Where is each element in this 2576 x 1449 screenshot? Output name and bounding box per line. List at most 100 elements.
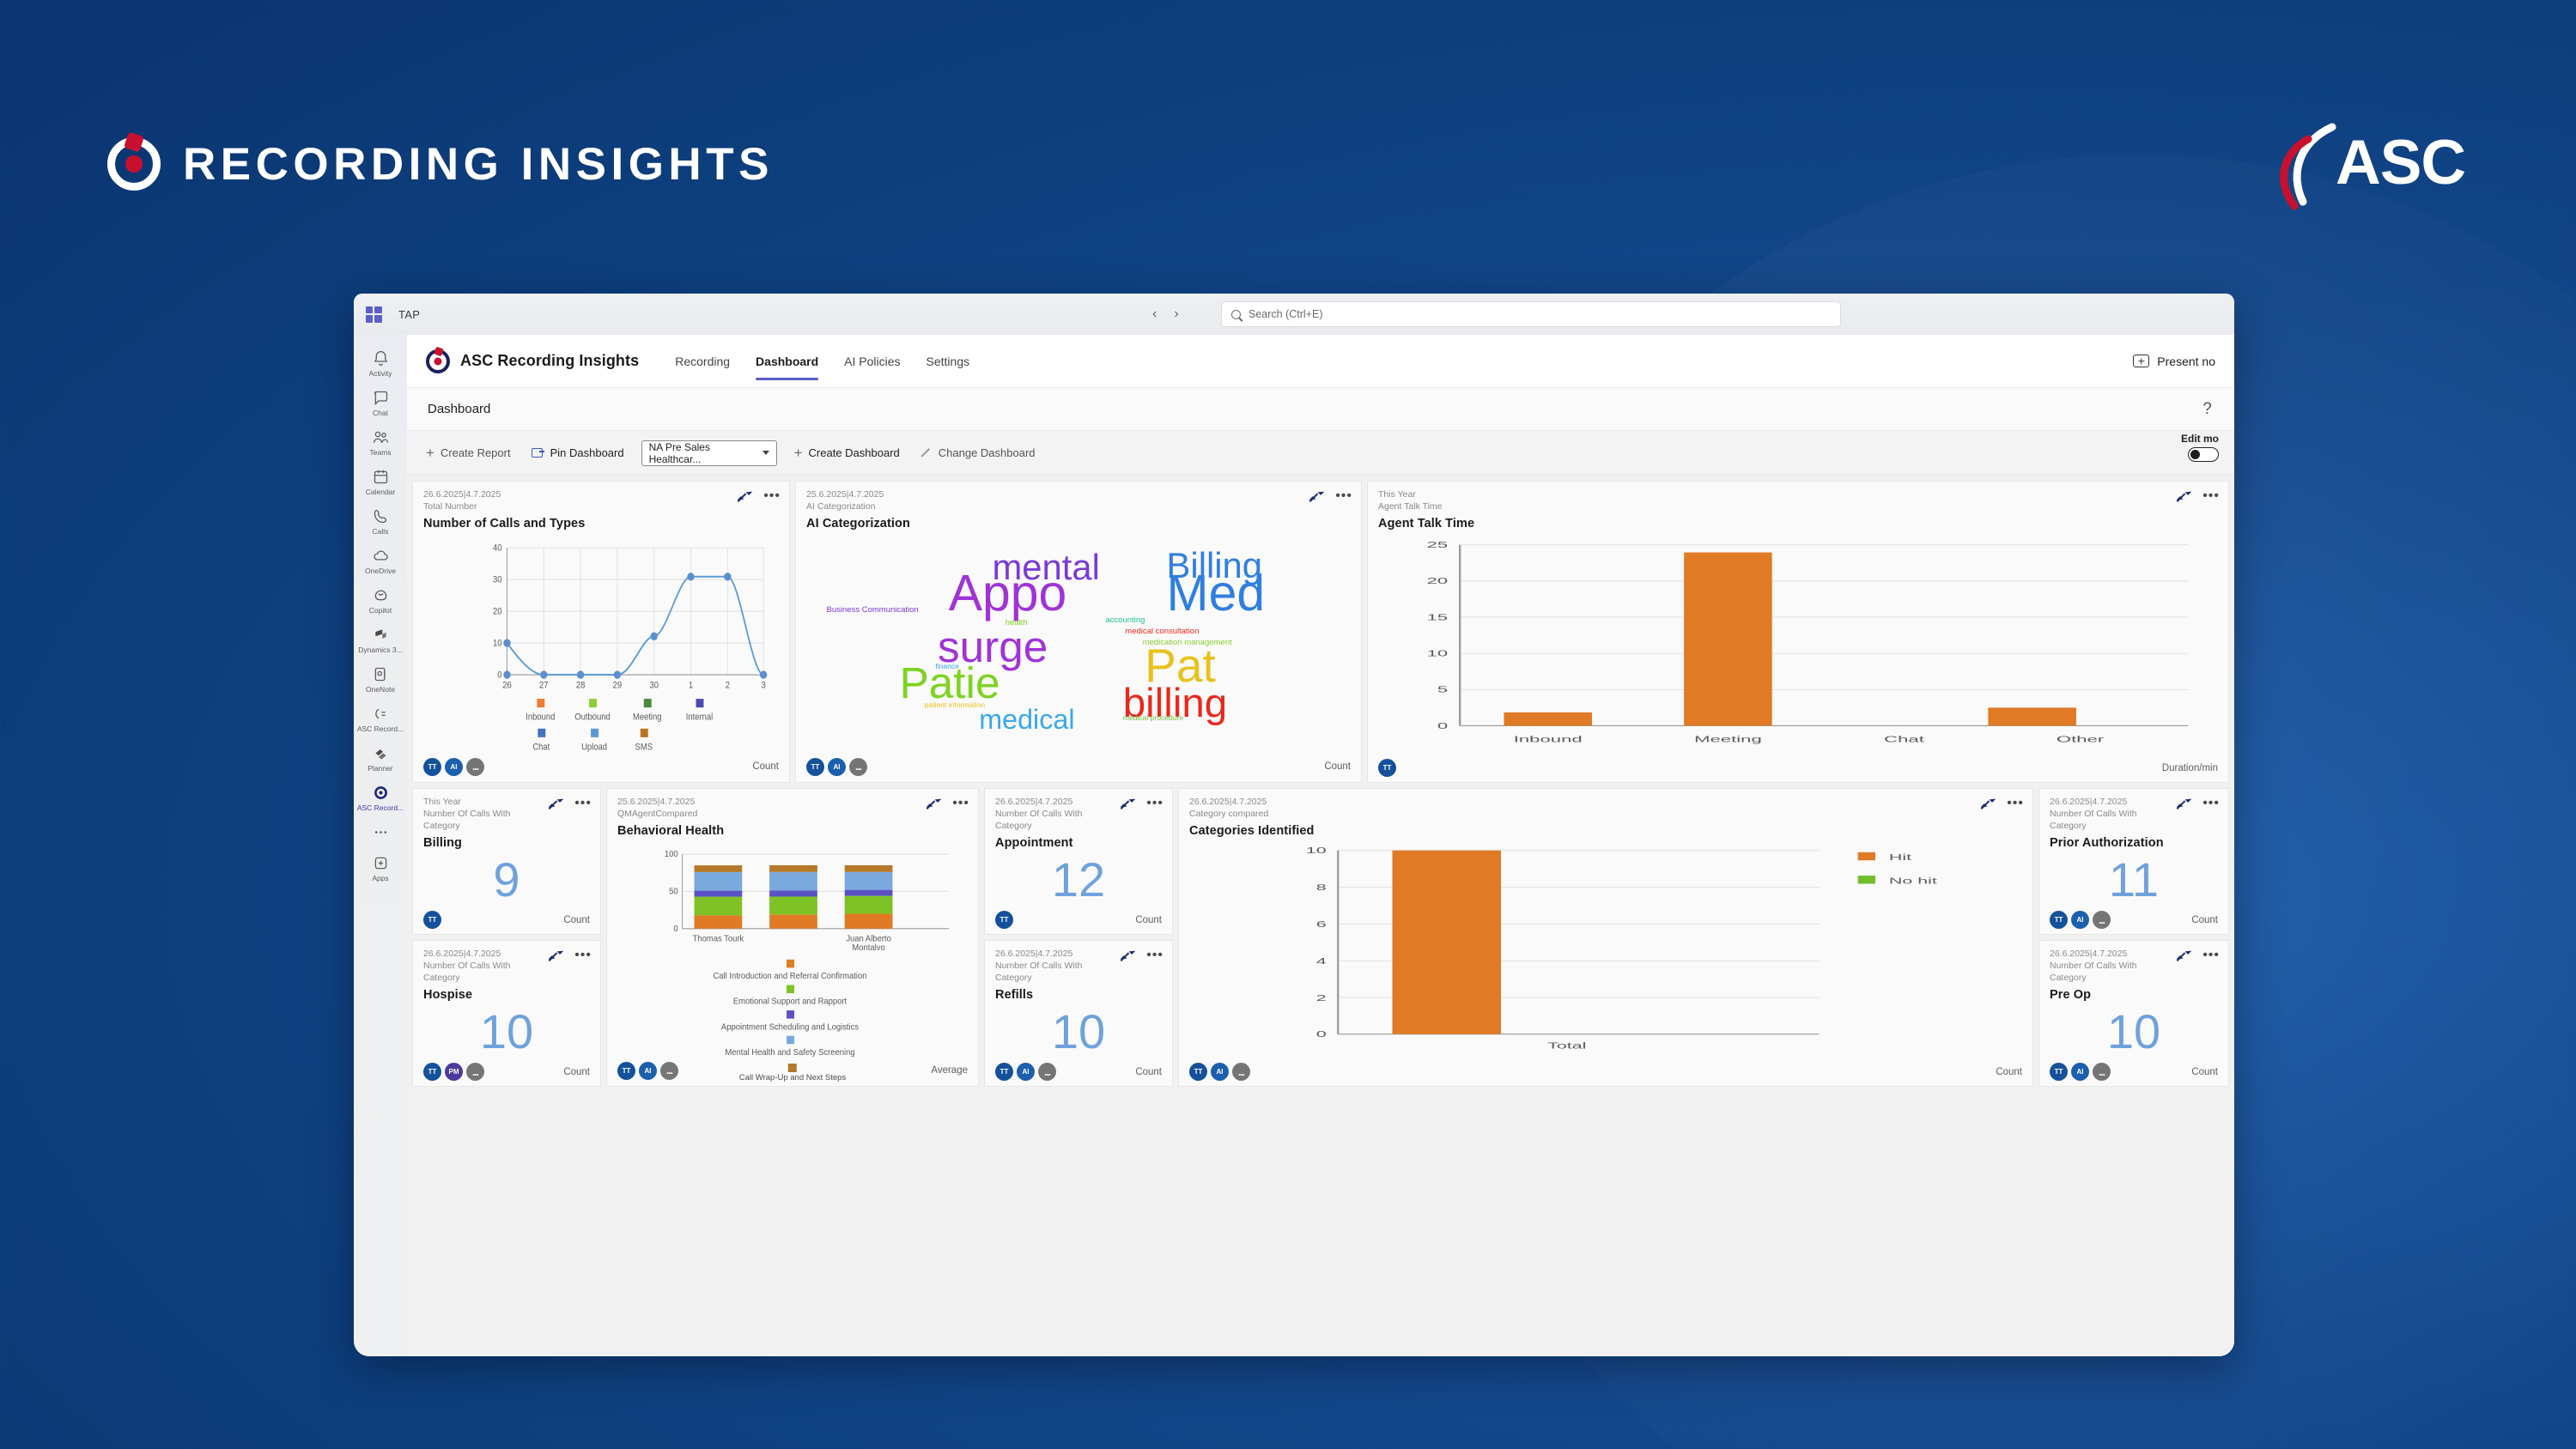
badge-more[interactable]: ... bbox=[2093, 1063, 2111, 1081]
wordcloud-word[interactable]: Pat bbox=[1145, 639, 1216, 693]
rail-item-apps[interactable]: Apps bbox=[355, 848, 405, 886]
wordcloud-word[interactable]: accounting bbox=[1105, 615, 1145, 625]
badge-tt[interactable]: TT bbox=[617, 1061, 635, 1080]
wordcloud-word[interactable]: finance bbox=[935, 661, 960, 670]
card-agent-talk-time[interactable]: This Year Agent Talk Time Agent Talk Tim… bbox=[1367, 481, 2229, 783]
rail-item-activity[interactable]: Activity bbox=[355, 343, 405, 381]
pin-dashboard-button[interactable]: Pin Dashboard bbox=[523, 441, 633, 464]
wordcloud-word[interactable]: Patie bbox=[899, 658, 1000, 708]
expand-icon[interactable] bbox=[1309, 488, 1325, 503]
tab-settings[interactable]: Settings bbox=[926, 354, 970, 368]
badge-more[interactable]: ... bbox=[1038, 1063, 1056, 1081]
card-categories-identified[interactable]: 26.6.2025|4.7.2025 Category compared Cat… bbox=[1178, 788, 2033, 1087]
badge-more[interactable]: ... bbox=[660, 1061, 678, 1080]
search-input[interactable]: Search (Ctrl+E) bbox=[1221, 301, 1841, 327]
card-menu-icon[interactable]: ••• bbox=[2007, 795, 2024, 810]
wordcloud-word[interactable]: health bbox=[1005, 617, 1028, 627]
wordcloud-word[interactable]: medical bbox=[979, 703, 1075, 735]
rail-item-teams[interactable]: Teams bbox=[355, 422, 405, 460]
expand-icon[interactable] bbox=[548, 796, 564, 810]
back-icon[interactable]: ‹ bbox=[1152, 306, 1157, 321]
expand-icon[interactable] bbox=[2176, 488, 2192, 503]
badge-more[interactable]: ... bbox=[2093, 911, 2111, 929]
change-dashboard-button[interactable]: Change Dashboard bbox=[912, 441, 1044, 464]
wordcloud-word[interactable]: billing bbox=[1122, 681, 1228, 727]
wordcloud-word[interactable]: medical procedure bbox=[1122, 713, 1184, 723]
rail-item-onedrive[interactable]: OneDrive bbox=[355, 541, 405, 579]
card-menu-icon[interactable]: ••• bbox=[2202, 795, 2220, 810]
wordcloud-word[interactable]: Billing bbox=[1166, 545, 1263, 586]
wordcloud-word[interactable]: Appo bbox=[948, 566, 1067, 622]
badge-tt[interactable]: TT bbox=[1378, 759, 1396, 777]
badge-ai[interactable]: AI bbox=[1211, 1063, 1229, 1081]
rail-item-asc-recording-insights[interactable]: ASC Record... bbox=[355, 778, 405, 815]
card-appointment[interactable]: 26.6.2025|4.7.2025 Number Of Calls With … bbox=[984, 788, 1173, 935]
rail-item-onenote[interactable]: OneNote bbox=[355, 659, 405, 697]
badge-tt[interactable]: TT bbox=[806, 757, 824, 776]
rail-item-planner[interactable]: Planner bbox=[355, 738, 405, 776]
tab-dashboard[interactable]: Dashboard bbox=[756, 335, 819, 387]
app-grid-icon[interactable] bbox=[354, 306, 393, 323]
expand-icon[interactable] bbox=[1980, 796, 1996, 810]
wordcloud-word[interactable]: Business Communication bbox=[826, 604, 919, 615]
dashboard-select[interactable]: NA Pre Sales Healthcar... bbox=[641, 440, 777, 466]
expand-icon[interactable] bbox=[926, 796, 942, 810]
card-menu-icon[interactable]: ••• bbox=[574, 795, 592, 810]
wordcloud-word[interactable]: medical consultation bbox=[1125, 626, 1200, 636]
tab-recording[interactable]: Recording bbox=[675, 354, 731, 368]
badge-tt[interactable]: TT bbox=[423, 911, 441, 929]
badge-ai[interactable]: AI bbox=[1017, 1063, 1035, 1081]
badge-more[interactable]: ... bbox=[849, 757, 867, 776]
card-ai-categorization[interactable]: 25.6.2025|4.7.2025 AI Categorization AI … bbox=[795, 481, 1362, 783]
card-refills[interactable]: 26.6.2025|4.7.2025 Number Of Calls With … bbox=[984, 940, 1173, 1087]
badge-tt[interactable]: TT bbox=[2050, 911, 2068, 929]
card-billing[interactable]: This Year Number Of Calls With Category … bbox=[412, 788, 601, 935]
card-menu-icon[interactable]: ••• bbox=[1335, 488, 1352, 503]
expand-icon[interactable] bbox=[737, 488, 753, 503]
wordcloud-word[interactable]: medication management bbox=[1142, 638, 1232, 648]
badge-tt[interactable]: TT bbox=[995, 911, 1013, 929]
card-pre-op[interactable]: 26.6.2025|4.7.2025 Number Of Calls With … bbox=[2038, 940, 2229, 1087]
expand-icon[interactable] bbox=[2176, 948, 2192, 962]
card-behavioral-health[interactable]: 25.6.2025|4.7.2025 QMAgentCompared Behav… bbox=[606, 788, 979, 1087]
create-dashboard-button[interactable]: + Create Dashboard bbox=[786, 440, 908, 465]
badge-ai[interactable]: AI bbox=[2071, 911, 2089, 929]
card-menu-icon[interactable]: ••• bbox=[1146, 947, 1163, 962]
badge-ai[interactable]: AI bbox=[445, 757, 463, 776]
card-prior-authorization[interactable]: 26.6.2025|4.7.2025 Number Of Calls With … bbox=[2038, 788, 2229, 935]
rail-item-calls[interactable]: Calls bbox=[355, 501, 405, 539]
rail-item-dynamics[interactable]: Dynamics 3... bbox=[355, 620, 405, 658]
badge-more[interactable]: ... bbox=[466, 757, 484, 776]
card-menu-icon[interactable]: ••• bbox=[952, 795, 969, 810]
edit-mode-toggle[interactable] bbox=[2188, 447, 2219, 462]
expand-icon[interactable] bbox=[1120, 948, 1136, 962]
wordcloud-word[interactable]: surge bbox=[938, 621, 1048, 671]
rail-item-calendar[interactable]: Calendar bbox=[355, 462, 405, 500]
expand-icon[interactable] bbox=[548, 948, 564, 962]
card-menu-icon[interactable]: ••• bbox=[2202, 947, 2220, 962]
badge-tt[interactable]: TT bbox=[2050, 1063, 2068, 1081]
badge-ai[interactable]: AI bbox=[828, 757, 846, 776]
card-menu-icon[interactable]: ••• bbox=[763, 488, 781, 503]
badge-ai[interactable]: AI bbox=[639, 1061, 657, 1080]
card-hospise[interactable]: 26.6.2025|4.7.2025 Number Of Calls With … bbox=[412, 940, 601, 1087]
expand-icon[interactable] bbox=[1120, 796, 1136, 810]
rail-item-copilot[interactable]: Copilot bbox=[355, 580, 405, 618]
card-menu-icon[interactable]: ••• bbox=[574, 947, 592, 962]
badge-more[interactable]: ... bbox=[466, 1063, 484, 1081]
create-report-button[interactable]: + Create Report bbox=[417, 440, 519, 465]
help-icon[interactable]: ? bbox=[2202, 399, 2212, 418]
expand-icon[interactable] bbox=[2176, 796, 2192, 810]
rail-item-more[interactable] bbox=[355, 817, 405, 846]
badge-tt[interactable]: TT bbox=[1189, 1063, 1207, 1081]
badge-more[interactable]: ... bbox=[1232, 1063, 1250, 1081]
card-number-of-calls-and-types[interactable]: 26.6.2025|4.7.2025 Total Number Number o… bbox=[412, 481, 790, 783]
present-now-button[interactable]: Present no bbox=[2133, 355, 2215, 368]
wordcloud-word[interactable]: Med bbox=[1166, 566, 1266, 622]
wordcloud-word[interactable]: patient information bbox=[924, 700, 986, 710]
rail-item-chat[interactable]: Chat bbox=[355, 383, 405, 421]
wordcloud-word[interactable]: mental bbox=[992, 546, 1100, 587]
badge-pm[interactable]: PM bbox=[445, 1063, 463, 1081]
rail-item-asc-recording-link[interactable]: ASC Record... bbox=[355, 699, 405, 737]
card-menu-icon[interactable]: ••• bbox=[1146, 795, 1163, 810]
